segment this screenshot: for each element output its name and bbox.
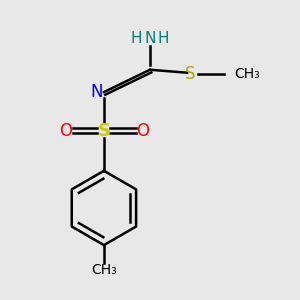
Text: O: O xyxy=(136,122,149,140)
Text: CH₃: CH₃ xyxy=(235,67,260,81)
Text: CH₃: CH₃ xyxy=(91,263,117,278)
Text: O: O xyxy=(59,122,72,140)
Text: S: S xyxy=(185,65,195,83)
Text: N: N xyxy=(144,31,156,46)
Text: S: S xyxy=(98,122,110,140)
Text: N: N xyxy=(90,83,102,101)
Text: H: H xyxy=(158,31,169,46)
Text: H: H xyxy=(131,31,142,46)
